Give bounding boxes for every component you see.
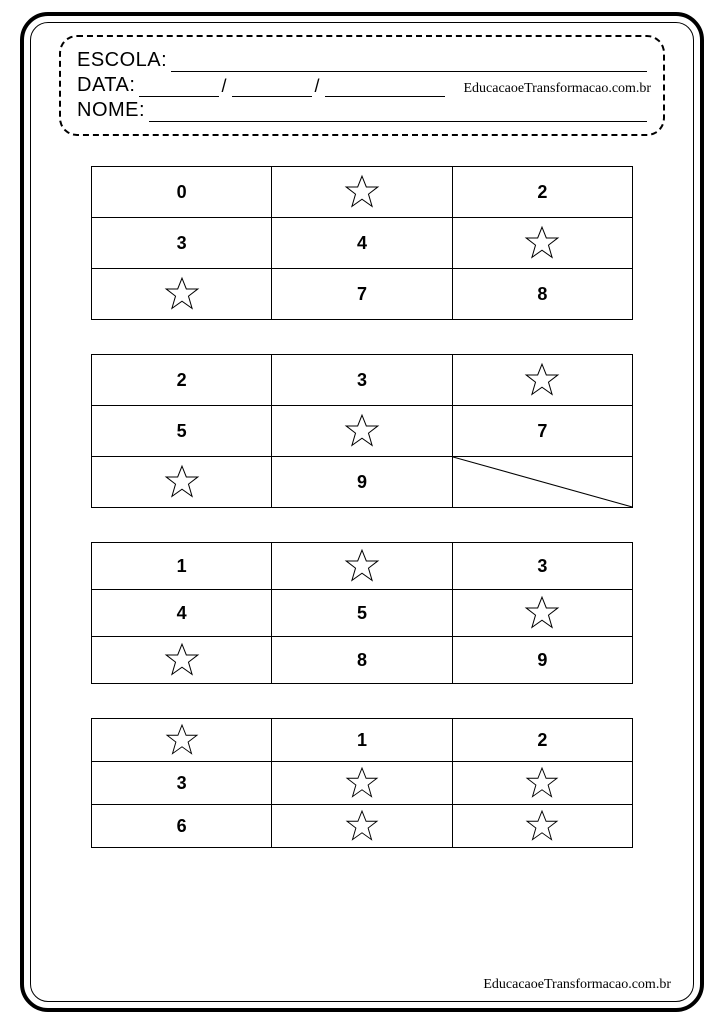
grid-cell[interactable]: 8	[452, 269, 632, 320]
number-grid-3: 1 345 89	[91, 542, 633, 684]
table-row: 9	[92, 457, 633, 508]
grid-cell[interactable]	[92, 269, 272, 320]
grid-cell[interactable]	[452, 590, 632, 637]
data-fill-2[interactable]	[232, 80, 312, 97]
grid-cell[interactable]	[272, 805, 452, 848]
grid-cell[interactable]	[92, 719, 272, 762]
number-grid-2: 23 5 7 9	[91, 354, 633, 508]
star-icon	[524, 595, 560, 631]
header-watermark: EducacaoeTransformacao.com.br	[463, 81, 651, 97]
star-icon	[164, 276, 200, 312]
grid-cell[interactable]: 0	[92, 167, 272, 218]
grid-cell[interactable]	[272, 167, 452, 218]
grid-cell[interactable]: 9	[452, 637, 632, 684]
grid-cell[interactable]: 4	[92, 590, 272, 637]
table-row: 78	[92, 269, 633, 320]
grid-cell[interactable]	[92, 457, 272, 508]
grid-cell[interactable]	[452, 457, 632, 508]
star-icon	[345, 809, 379, 843]
grid-cell[interactable]	[452, 218, 632, 269]
inner-frame: ESCOLA: DATA: / / EducacaoeTransformacao…	[30, 22, 694, 1002]
grid-cell[interactable]: 2	[92, 355, 272, 406]
number-grid-1: 0 234 78	[91, 166, 633, 320]
worksheet-page: ESCOLA: DATA: / / EducacaoeTransformacao…	[0, 0, 724, 1024]
grid-cell[interactable]: 2	[452, 167, 632, 218]
escola-line: ESCOLA:	[77, 49, 647, 72]
star-icon	[345, 766, 379, 800]
number-grid-4: 123 6	[91, 718, 633, 848]
table-row: 23	[92, 355, 633, 406]
grid-cell[interactable]	[272, 762, 452, 805]
nome-label: NOME:	[77, 99, 145, 122]
diagonal-line	[453, 457, 632, 507]
escola-label: ESCOLA:	[77, 49, 167, 72]
table-row: 12	[92, 719, 633, 762]
star-icon	[344, 174, 380, 210]
data-fill-3[interactable]	[325, 80, 445, 97]
grid-cell[interactable]	[92, 637, 272, 684]
header-box: ESCOLA: DATA: / / EducacaoeTransformacao…	[59, 35, 665, 136]
nome-line: NOME:	[77, 99, 647, 122]
star-icon	[344, 413, 380, 449]
grid-cell[interactable]: 3	[452, 543, 632, 590]
grid-cell[interactable]	[272, 406, 452, 457]
data-fill-1[interactable]	[139, 80, 219, 97]
grid-cell[interactable]: 3	[92, 218, 272, 269]
grid-cell[interactable]: 4	[272, 218, 452, 269]
nome-fill[interactable]	[149, 105, 647, 122]
table-row: 1 3	[92, 543, 633, 590]
footer-watermark: EducacaoeTransformacao.com.br	[483, 977, 671, 993]
star-icon	[524, 362, 560, 398]
star-icon	[344, 548, 380, 584]
table-row: 45	[92, 590, 633, 637]
grid-cell[interactable]: 8	[272, 637, 452, 684]
grid-cell[interactable]: 7	[452, 406, 632, 457]
tables-container: 0 234 7823 5 7 9 1 345 89 123 6	[49, 166, 675, 848]
table-row: 34	[92, 218, 633, 269]
grid-cell[interactable]: 7	[272, 269, 452, 320]
grid-cell[interactable]	[452, 762, 632, 805]
slash-2: /	[312, 76, 321, 97]
star-icon	[164, 464, 200, 500]
table-row: 6	[92, 805, 633, 848]
grid-cell[interactable]: 1	[272, 719, 452, 762]
grid-cell[interactable]: 3	[92, 762, 272, 805]
grid-cell[interactable]: 9	[272, 457, 452, 508]
grid-cell[interactable]: 6	[92, 805, 272, 848]
grid-cell[interactable]: 5	[272, 590, 452, 637]
star-icon	[525, 766, 559, 800]
table-row: 0 2	[92, 167, 633, 218]
grid-cell[interactable]: 3	[272, 355, 452, 406]
star-icon	[524, 225, 560, 261]
data-label: DATA:	[77, 74, 135, 97]
star-icon	[525, 809, 559, 843]
table-row: 89	[92, 637, 633, 684]
data-line: DATA: / / EducacaoeTransformacao.com.br	[77, 74, 647, 97]
grid-cell[interactable]	[452, 805, 632, 848]
grid-cell[interactable]: 5	[92, 406, 272, 457]
grid-cell[interactable]: 2	[452, 719, 632, 762]
table-row: 3	[92, 762, 633, 805]
slash-1: /	[219, 76, 228, 97]
star-icon	[164, 642, 200, 678]
grid-cell[interactable]	[272, 543, 452, 590]
grid-cell[interactable]	[452, 355, 632, 406]
star-icon	[165, 723, 199, 757]
escola-fill[interactable]	[171, 55, 647, 72]
grid-cell[interactable]: 1	[92, 543, 272, 590]
table-row: 5 7	[92, 406, 633, 457]
